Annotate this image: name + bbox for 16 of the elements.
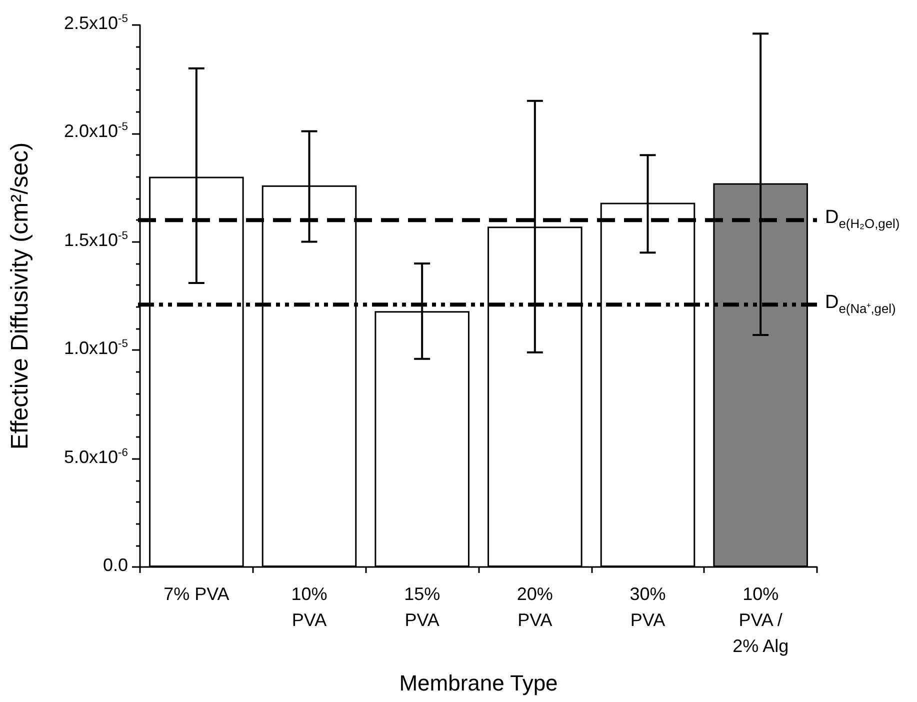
x-tick-label: 30% PVA: [630, 584, 666, 630]
x-tick-label: 7% PVA: [164, 584, 230, 604]
x-tick-label: 10% PVA / 2% Alg: [732, 584, 789, 656]
y-tick-label: 1.0x10$^{-5}$: [64, 338, 128, 358]
y-tick-label: 5.0x10$^{-6}$: [64, 446, 128, 467]
ref-line-label: D$_{e(Na⁺,gel)}$: [825, 292, 896, 316]
x-axis-title: Membrane Type: [399, 670, 558, 696]
x-tick-label: 10% PVA: [291, 584, 328, 630]
x-tick-label: 20% PVA: [516, 584, 553, 630]
y-tick-label: 0.0: [103, 555, 128, 575]
ref-line-label: D$_{e(H₂O,gel)}$: [825, 207, 900, 231]
y-tick-label: 2.5x10$^{-5}$: [64, 13, 128, 33]
y-tick-label: 2.0x10$^{-5}$: [64, 121, 128, 142]
y-axis-title: Effective Diffusivity (cm²/sec): [6, 142, 34, 450]
y-tick-label: 1.5x10$^{-5}$: [64, 230, 128, 250]
x-tick-label: 15% PVA: [404, 584, 440, 630]
